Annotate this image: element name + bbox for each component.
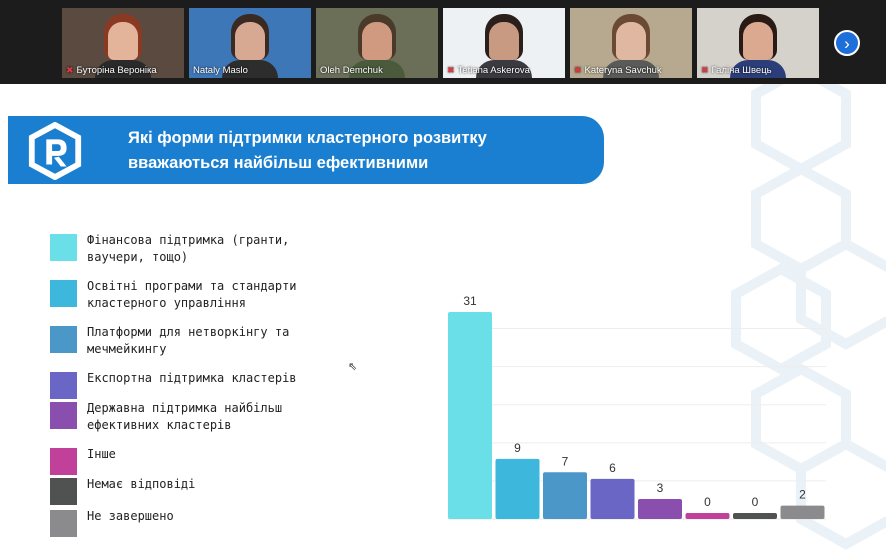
participant-tile[interactable]: ✖ Буторіна Вероніка	[62, 8, 184, 78]
legend-label: Немає відповіді	[87, 476, 327, 493]
participant-body	[349, 60, 405, 78]
legend-item: Немає відповіді	[50, 476, 327, 505]
legend-label-line2: ваучери, тощо)	[87, 250, 189, 264]
legend-swatch	[50, 326, 77, 353]
legend-label-line2: ефективних кластерів	[87, 418, 232, 432]
legend-label: Фінансова підтримка (гранти, ваучери, тощ…	[87, 232, 327, 266]
participant-name-label: Галіна Швець	[711, 65, 772, 76]
legend-label-line1: Інше	[87, 447, 116, 461]
legend-label: Платформи для нетворкінгу та мечмейкингу	[87, 324, 327, 358]
bar-value-label: 6	[609, 461, 616, 475]
legend-label: Експортна підтримка кластерів	[87, 370, 327, 387]
legend-swatch	[50, 372, 77, 399]
slide-title: Які форми підтримки кластерного розвитку…	[128, 126, 487, 176]
bar-value-label: 31	[463, 294, 477, 308]
legend-label-line2: мечмейкингу	[87, 342, 167, 356]
muted-mic-icon: ✖	[447, 65, 455, 75]
bar-value-label: 3	[657, 481, 664, 495]
legend-label-line2: кластерного управління	[87, 296, 246, 310]
participant-face	[743, 22, 773, 60]
legend-label: Державна підтримка найбільш ефективних кл…	[87, 400, 327, 434]
legend-swatch	[50, 448, 77, 475]
legend-item: Платформи для нетворкінгу та мечмейкингу	[50, 324, 327, 358]
bar-value-label: 0	[752, 495, 759, 509]
legend-item: Фінансова підтримка (гранти, ваучери, тощ…	[50, 232, 327, 266]
participant-body	[476, 60, 532, 78]
participant-name: Oleh Demchuk	[320, 65, 383, 76]
bar	[638, 498, 682, 519]
bar-value-label: 7	[562, 454, 569, 468]
bar	[780, 505, 825, 519]
next-page-button[interactable]: ›	[834, 30, 860, 56]
participant-face	[108, 22, 138, 60]
participant-body	[730, 60, 786, 78]
bar	[495, 458, 540, 519]
slide-title-line1: Які форми підтримки кластерного розвитку	[128, 129, 487, 147]
participant-face	[489, 22, 519, 60]
participant-tile[interactable]: ✖ Tetiana Askerova	[443, 8, 565, 78]
participant-tile[interactable]: Nataly Maslo	[189, 8, 311, 78]
participant-body	[603, 60, 659, 78]
bar-chart: 31 9 7 6 3 0 0 2	[448, 294, 826, 520]
legend-item: Експортна підтримка кластерів	[50, 370, 327, 399]
muted-mic-icon: ✖	[701, 65, 709, 75]
legend-item: Освітні програми та стандарти кластерного…	[50, 278, 327, 312]
participant-body	[95, 60, 151, 78]
legend-swatch	[50, 234, 77, 261]
shared-slide: Які форми підтримки кластерного розвитку…	[0, 84, 886, 551]
participant-tile[interactable]: ✖ Галіна Швець	[697, 8, 819, 78]
participant-name-label: Oleh Demchuk	[320, 65, 383, 76]
cluster-logo-icon	[28, 122, 82, 180]
muted-mic-icon: ✖	[66, 65, 74, 75]
legend-item: Не завершено	[50, 508, 327, 537]
participant-tile[interactable]: Oleh Demchuk	[316, 8, 438, 78]
participant-name-label: Nataly Maslo	[193, 65, 248, 76]
mouse-cursor-icon: ⇖	[348, 361, 358, 373]
legend-item: Інше	[50, 446, 327, 475]
legend-label-line1: Фінансова підтримка (гранти,	[87, 233, 290, 247]
bar	[543, 472, 587, 519]
participant-name: ✖ Буторіна Вероніка	[66, 65, 157, 76]
legend-item: Державна підтримка найбільш ефективних кл…	[50, 400, 327, 434]
legend-label-line1: Державна підтримка найбільш	[87, 401, 283, 415]
bar-value-label: 0	[704, 495, 711, 509]
participants-strip: ✖ Буторіна Вероніка Nataly Maslo Oleh Demch…	[0, 0, 886, 84]
bar	[685, 513, 730, 519]
participant-tile[interactable]: ✖ Kateryna Savchuk	[570, 8, 692, 78]
legend-label-line1: Немає відповіді	[87, 477, 196, 491]
legend-label: Освітні програми та стандарти кластерного…	[87, 278, 327, 312]
title-banner: Які форми підтримки кластерного розвитку…	[8, 116, 604, 184]
bar	[590, 478, 635, 519]
legend-label-line1: Освітні програми та стандарти	[87, 279, 297, 293]
participant-name-label: Tetiana Askerova	[457, 65, 530, 76]
bar-value-label: 9	[514, 441, 521, 455]
legend-swatch	[50, 478, 77, 505]
muted-mic-icon: ✖	[574, 65, 582, 75]
bar	[733, 513, 777, 519]
participant-name: Nataly Maslo	[193, 65, 248, 76]
legend-swatch	[50, 510, 77, 537]
participant-name-label: Kateryna Savchuk	[584, 65, 662, 76]
participant-face	[235, 22, 265, 60]
legend-label-line1: Платформи для нетворкінгу та	[87, 325, 290, 339]
bar-value-label: 2	[799, 488, 806, 502]
legend-label: Інше	[87, 446, 327, 463]
participant-name: ✖ Kateryna Savchuk	[574, 65, 662, 76]
participant-body	[222, 60, 278, 78]
legend-swatch	[50, 280, 77, 307]
participant-name: ✖ Галіна Швець	[701, 65, 772, 76]
participant-name: ✖ Tetiana Askerova	[447, 65, 530, 76]
legend-swatch	[50, 402, 77, 429]
participant-face	[362, 22, 392, 60]
bar	[448, 312, 492, 519]
participant-name-label: Буторіна Вероніка	[76, 65, 157, 76]
legend-label: Не завершено	[87, 508, 327, 525]
slide-title-line2: вважаються найбільш ефективними	[128, 154, 429, 172]
legend-label-line1: Не завершено	[87, 509, 174, 523]
legend-label-line1: Експортна підтримка кластерів	[87, 371, 297, 385]
participant-face	[616, 22, 646, 60]
